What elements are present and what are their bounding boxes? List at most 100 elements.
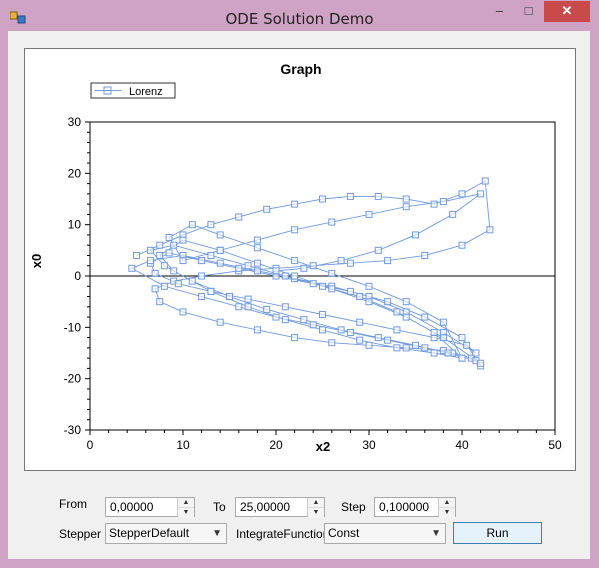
data-point [235,213,243,221]
data-point [272,313,280,321]
data-point [207,287,215,295]
data-point [128,264,136,272]
data-point [365,210,373,218]
data-point [156,298,164,306]
data-point [430,200,438,208]
data-point [300,316,308,324]
data-point [477,190,485,198]
chevron-up-icon[interactable]: ▲ [439,498,455,507]
x-tick-label: 50 [548,438,562,452]
chevron-down-icon[interactable]: ▼ [308,507,324,517]
data-point [174,280,182,288]
chevron-down-icon[interactable]: ▼ [178,507,194,517]
data-point [235,264,243,272]
data-point [393,326,401,334]
from-spin-arrows[interactable]: ▲ ▼ [177,498,194,517]
data-point [179,308,187,316]
data-point [412,341,419,349]
data-point [156,241,164,249]
data-point [421,251,429,259]
chevron-up-icon[interactable]: ▲ [308,498,324,507]
chevron-down-icon[interactable]: ▼ [439,507,455,517]
data-point [156,251,164,259]
data-point [384,336,392,344]
data-point [291,272,299,280]
data-point [402,203,410,211]
data-point [179,236,187,244]
data-point [458,354,466,362]
from-stepper[interactable]: ▲▼ [105,497,195,517]
y-tick-label: 0 [74,269,81,283]
data-point [160,262,168,270]
data-point [263,305,271,313]
data-point [272,267,280,275]
data-point [291,334,299,342]
stepper-select[interactable]: StepperDefault ▼ [105,523,227,544]
data-point [133,251,140,259]
data-point [346,259,354,267]
y-tick-label: -30 [64,423,82,437]
data-point [374,246,382,254]
data-point [319,311,326,318]
data-point [170,241,178,249]
chevron-down-icon[interactable]: ▼ [431,528,441,539]
data-point [151,269,159,277]
to-input[interactable] [238,499,310,515]
data-point [319,282,326,290]
stepper-select-value: StepperDefault [109,526,190,540]
data-point [188,221,196,229]
x-axis-label: x2 [316,439,330,454]
data-point [402,344,410,352]
data-point [188,277,196,285]
y-tick-label: 10 [68,218,82,232]
data-point [328,269,336,277]
step-input[interactable] [377,499,441,515]
data-point [309,280,317,288]
data-point [253,244,261,252]
title-bar[interactable]: ODE Solution Demo – □ ✕ [0,0,599,32]
data-point [346,287,354,295]
data-point [374,192,382,200]
step-spin-arrows[interactable]: ▲ ▼ [438,498,455,517]
data-point [356,293,364,301]
to-spin-arrows[interactable]: ▲ ▼ [307,498,324,517]
data-point [300,264,308,272]
chevron-down-icon[interactable]: ▼ [212,528,222,539]
data-point [291,226,299,234]
close-button[interactable]: ✕ [544,1,590,22]
from-input[interactable] [108,499,180,515]
data-point [402,195,410,203]
data-point [244,303,252,311]
window-title: ODE Solution Demo [225,10,374,28]
data-point [216,259,224,267]
x-tick-label: 30 [362,438,376,452]
data-point [216,318,224,326]
maximize-button[interactable]: □ [524,3,533,18]
run-button[interactable]: Run [453,522,542,544]
integrate-function-label: IntegrateFunction [236,527,330,541]
integrate-function-select[interactable]: Const ▼ [324,523,446,544]
data-point [328,285,336,293]
step-stepper[interactable]: ▲▼ [374,497,456,517]
data-point [402,298,410,306]
data-point [439,318,447,326]
data-point [472,349,480,357]
chart-panel: Graph 0 10 20 30 40 50 -30 -20 -10 0 10 20 30 Lorenz… [24,48,576,471]
stepper-label: Stepper [59,527,102,541]
to-stepper[interactable]: ▲▼ [235,497,325,517]
y-tick-label: 30 [68,115,82,129]
data-point [430,328,438,336]
data-point [421,344,429,352]
minimize-button[interactable]: – [495,3,504,18]
data-point [449,210,457,218]
data-point [291,200,299,208]
data-point [481,177,489,185]
y-tick-label: 20 [68,166,82,180]
data-point [412,231,419,239]
data-point [384,257,392,265]
data-point [477,359,485,367]
data-point [337,326,345,334]
x-tick-label: 10 [176,438,190,452]
chevron-up-icon[interactable]: ▲ [178,498,194,507]
